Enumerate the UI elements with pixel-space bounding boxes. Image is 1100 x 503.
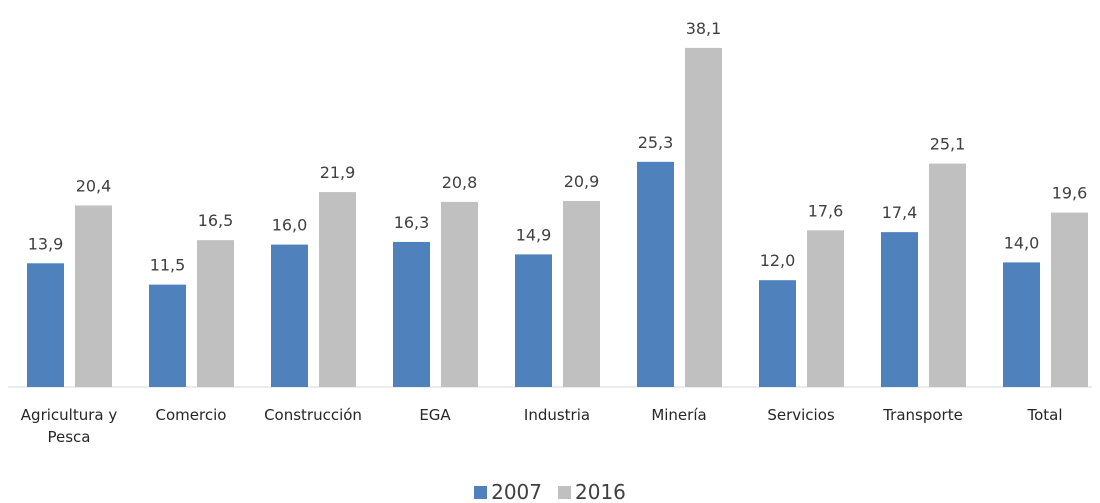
value-label: 16,0 [272,216,308,235]
bar [75,205,112,387]
bar [637,161,674,387]
bar [759,280,796,387]
value-label: 25,1 [930,135,966,154]
value-label: 19,6 [1052,184,1088,203]
bar [685,47,722,387]
value-label: 17,6 [808,201,844,220]
bar [807,230,844,387]
legend-item: 2016 [558,480,626,503]
legend-item: 2007 [474,480,542,503]
value-label: 14,9 [516,225,552,244]
bar [197,240,234,387]
value-label: 25,3 [638,133,674,152]
x-tick-label: Industria [523,406,591,424]
legend-label: 2016 [575,480,626,503]
bar [27,263,64,387]
legend-label: 2007 [491,480,542,503]
value-label: 38,1 [686,19,722,38]
x-tick-label: Total [1027,406,1063,424]
x-tick-label: Agricultura y Pesca [20,406,118,446]
value-label: 12,0 [760,251,796,270]
bar [881,232,918,387]
value-label: 21,9 [320,163,356,182]
value-label: 14,0 [1004,233,1040,252]
bar [441,201,478,387]
value-label: 17,4 [882,203,918,222]
bar [563,200,600,387]
bar [929,163,966,387]
x-tick-label: EGA [419,406,451,424]
bar [149,284,186,387]
value-label: 20,8 [442,173,478,192]
bar [271,244,308,387]
value-label: 16,3 [394,213,430,232]
bar [1003,262,1040,387]
x-tick-label: Construcción [264,406,362,424]
legend: 2007 2016 [0,480,1100,503]
value-label: 11,5 [150,256,186,275]
x-tick-label: Minería [651,406,707,424]
bar [393,241,430,387]
x-tick-label: Servicios [767,406,835,424]
legend-swatch [474,485,488,499]
x-tick-label: Transporte [883,406,963,424]
value-label: 20,4 [76,176,112,195]
value-label: 20,9 [564,172,600,191]
bar [1051,212,1088,387]
value-label: 16,5 [198,211,234,230]
bar [319,192,356,387]
x-tick-label: Comercio [155,406,227,424]
value-label: 13,9 [28,234,64,253]
legend-swatch [558,485,571,499]
bar [515,254,552,387]
